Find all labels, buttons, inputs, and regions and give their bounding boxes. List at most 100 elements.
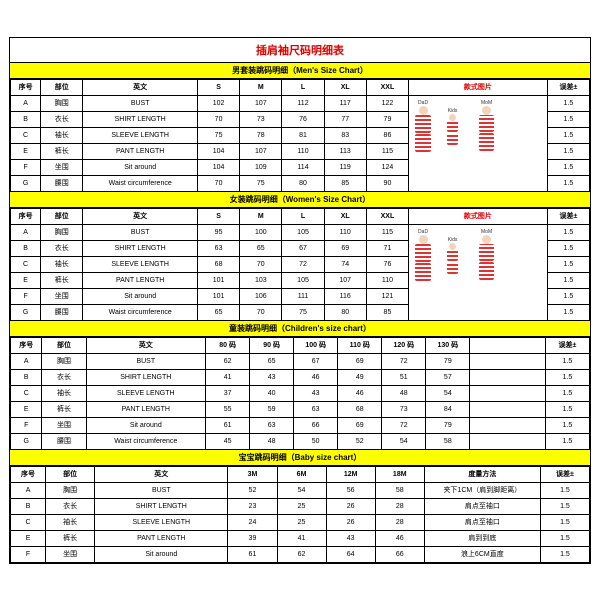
cell: 夹下1CM（肩到脚距离）	[424, 482, 540, 498]
cell: 1.5	[540, 530, 589, 546]
col-header: 12M	[326, 466, 375, 482]
cell: F	[11, 546, 46, 562]
cell: 124	[366, 159, 408, 175]
cell	[470, 369, 546, 385]
col-header: 部位	[42, 337, 86, 353]
col-header: S	[197, 79, 239, 95]
col-header: 英文	[83, 208, 198, 224]
col-header: 英文	[83, 79, 198, 95]
cell: 1.5	[547, 272, 589, 288]
cell: 1.5	[545, 433, 589, 449]
cell: BUST	[95, 482, 228, 498]
cell: 衣长	[41, 111, 83, 127]
cell: 90	[366, 175, 408, 191]
cell: Sit around	[83, 288, 198, 304]
cell: 胸围	[41, 95, 83, 111]
cell: A	[11, 482, 46, 498]
cell: 115	[366, 224, 408, 240]
cell: 104	[197, 159, 239, 175]
cell: 26	[326, 498, 375, 514]
cell: Sit around	[83, 159, 198, 175]
cell: 袖长	[41, 127, 83, 143]
cell: 肩点至袖口	[424, 498, 540, 514]
cell: 110	[282, 143, 324, 159]
cell: 57	[426, 369, 470, 385]
cell: 95	[197, 224, 239, 240]
col-header: 度量方法	[424, 466, 540, 482]
col-header: 3M	[228, 466, 277, 482]
cell: 64	[326, 546, 375, 562]
cell: PANT LENGTH	[86, 401, 206, 417]
cell: 48	[250, 433, 294, 449]
pic-header: 款式图片	[409, 208, 548, 224]
cell: B	[11, 498, 46, 514]
cell: 1.5	[547, 304, 589, 320]
cell: Sit around	[95, 546, 228, 562]
cell: 111	[282, 288, 324, 304]
cell: 56	[326, 482, 375, 498]
table-row: A胸围BUST102107112117122 DaD Kids	[11, 95, 590, 111]
cell: E	[11, 143, 41, 159]
cell: 41	[206, 369, 250, 385]
cell: SHIRT LENGTH	[86, 369, 206, 385]
cell: 1.5	[545, 385, 589, 401]
cell: 54	[277, 482, 326, 498]
cell: 衣长	[46, 498, 95, 514]
cell: 坐围	[41, 159, 83, 175]
cell: 袖长	[42, 385, 86, 401]
cell: 75	[282, 304, 324, 320]
cell: F	[11, 288, 41, 304]
cell: 胸围	[46, 482, 95, 498]
cell: 114	[282, 159, 324, 175]
cell: 1.5	[540, 498, 589, 514]
cell: 116	[324, 288, 366, 304]
table-row: B衣长SHIRT LENGTH4143464951571.5	[11, 369, 590, 385]
cell: SLEEVE LENGTH	[83, 127, 198, 143]
size-table: 序号部位英文3M6M12M18M度量方法误差±A胸围BUST52545658夹下…	[10, 466, 590, 563]
cell: 1.5	[547, 288, 589, 304]
col-header: 部位	[46, 466, 95, 482]
table-row: C袖长SLEEVE LENGTH24252628肩点至袖口1.5	[11, 514, 590, 530]
cell: 52	[228, 482, 277, 498]
cell: BUST	[86, 353, 206, 369]
cell: 79	[426, 417, 470, 433]
cell: 78	[240, 127, 282, 143]
cell: PANT LENGTH	[83, 272, 198, 288]
cell: 28	[375, 514, 424, 530]
cell: 裤长	[46, 530, 95, 546]
cell: A	[11, 95, 41, 111]
cell: 28	[375, 498, 424, 514]
cell: B	[11, 240, 41, 256]
cell: 85	[366, 304, 408, 320]
cell: 75	[197, 127, 239, 143]
cell	[470, 401, 546, 417]
size-table: 序号部位英文SMLXLXXL款式图片误差±A胸围BUST102107112117…	[10, 79, 590, 192]
cell: G	[11, 175, 41, 191]
cell: 61	[228, 546, 277, 562]
cell: 58	[426, 433, 470, 449]
cell: 73	[240, 111, 282, 127]
cell: 1.5	[547, 143, 589, 159]
col-header: 80 码	[206, 337, 250, 353]
table-row: A胸围BUST95100105110115 DaD Kids	[11, 224, 590, 240]
col-header: 序号	[11, 208, 41, 224]
cell: 腰围	[42, 433, 86, 449]
cell: 112	[282, 95, 324, 111]
cell: 86	[366, 127, 408, 143]
cell: 105	[282, 272, 324, 288]
cell: 110	[366, 272, 408, 288]
cell: SHIRT LENGTH	[83, 240, 198, 256]
cell: 119	[324, 159, 366, 175]
col-header	[470, 337, 546, 353]
cell: 37	[206, 385, 250, 401]
table-row: G腰围Waist circumference4548505254581.5	[11, 433, 590, 449]
cell: 100	[240, 224, 282, 240]
col-header: 误差±	[545, 337, 589, 353]
cell: 55	[206, 401, 250, 417]
cell: 1.5	[545, 417, 589, 433]
col-header: 120 码	[382, 337, 426, 353]
cell: 72	[282, 256, 324, 272]
section-header: 女装跳码明细（Women's Size Chart）	[10, 192, 590, 208]
cell: 43	[326, 530, 375, 546]
col-header: 部位	[41, 79, 83, 95]
